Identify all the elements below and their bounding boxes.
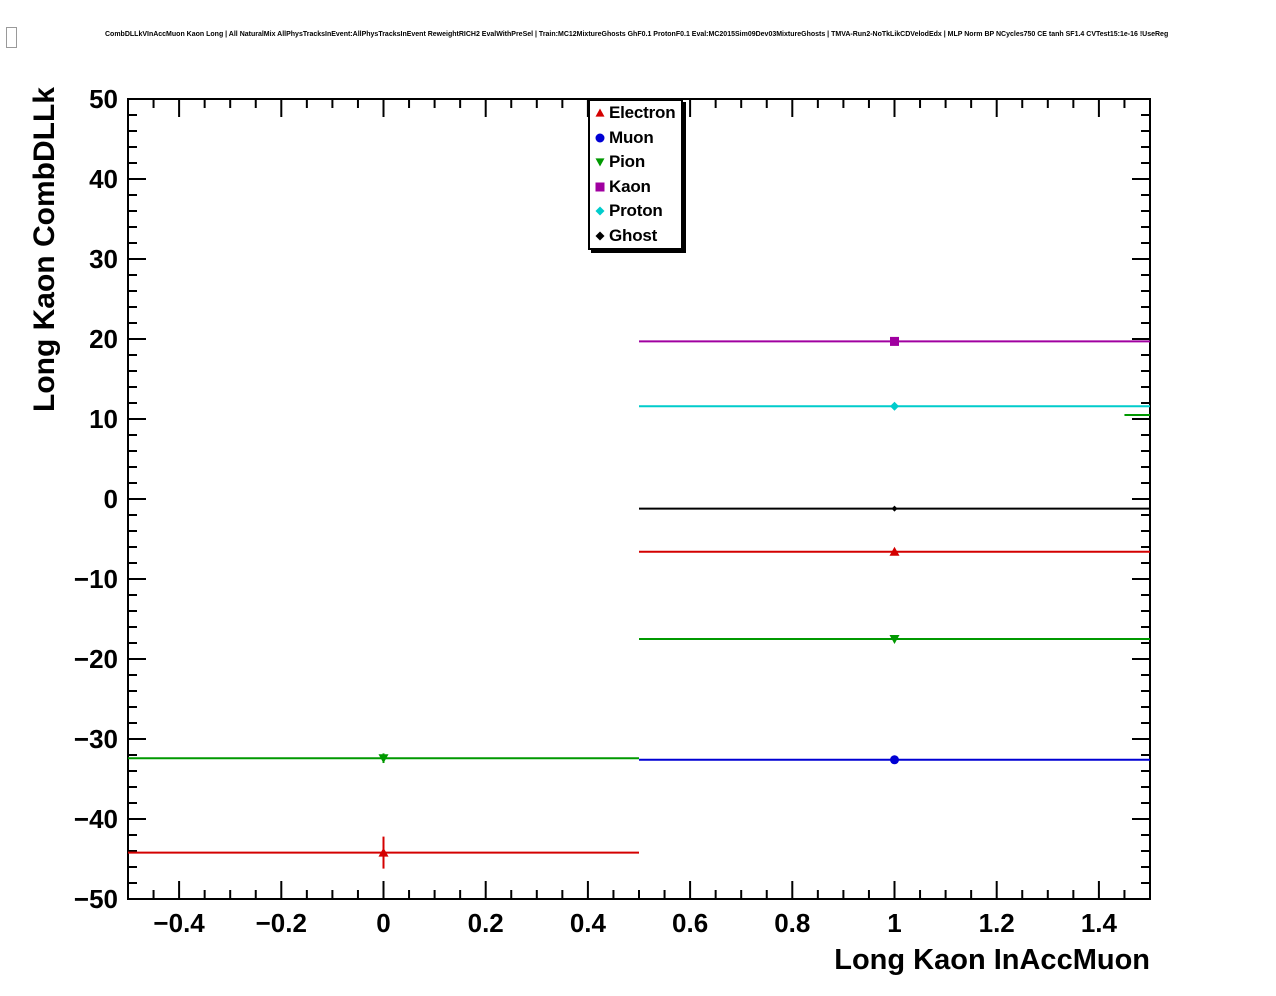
legend-entry-pion: Pion xyxy=(590,150,681,175)
corner-box xyxy=(6,27,17,48)
y-tick-label: −40 xyxy=(74,804,118,834)
ghost-legend-marker-icon xyxy=(595,231,605,241)
y-tick-label: −10 xyxy=(74,564,118,594)
legend-label: Electron xyxy=(609,103,676,123)
y-tick-label: 0 xyxy=(104,484,118,514)
plot-title: CombDLLkVInAccMuon Kaon Long | All Natur… xyxy=(105,31,1169,38)
x-tick-label: 0.8 xyxy=(774,908,810,938)
electron-marker-icon xyxy=(378,847,389,857)
ghost-marker-icon xyxy=(891,505,898,512)
series-electron xyxy=(128,546,1150,869)
legend-label: Muon xyxy=(609,127,654,147)
y-tick-label: 40 xyxy=(89,164,118,194)
series-kaon xyxy=(639,336,1150,346)
y-tick-label: 10 xyxy=(89,404,118,434)
y-tick-label: −30 xyxy=(74,724,118,754)
kaon-marker-icon xyxy=(890,336,899,346)
pion-marker-icon xyxy=(378,754,389,764)
x-tick-label: 1.2 xyxy=(979,908,1015,938)
proton-marker-icon xyxy=(890,401,899,411)
electron-marker-icon xyxy=(889,546,900,556)
y-tick-label: −50 xyxy=(74,884,118,914)
x-tick-label: 0 xyxy=(376,908,390,938)
x-tick-label: 1 xyxy=(887,908,901,938)
series-ghost xyxy=(639,505,1150,512)
x-tick-label: −0.2 xyxy=(256,908,307,938)
muon-legend-marker-icon xyxy=(595,133,605,143)
pion-marker-icon xyxy=(889,635,900,644)
legend-entry-kaon: Kaon xyxy=(590,175,681,200)
y-axis-title: Long Kaon CombDLLk xyxy=(28,87,61,412)
legend: Electron Muon Pion Kaon Proton Ghost xyxy=(588,99,683,250)
electron-legend-marker-icon xyxy=(595,108,605,117)
x-tick-label: 0.2 xyxy=(468,908,504,938)
legend-entry-muon: Muon xyxy=(590,126,681,151)
proton-legend-marker-icon xyxy=(595,206,605,216)
y-tick-label: 30 xyxy=(89,244,118,274)
x-tick-label: 0.4 xyxy=(570,908,607,938)
x-tick-label: 0.6 xyxy=(672,908,708,938)
y-tick-label: −20 xyxy=(74,644,118,674)
x-tick-label: 1.4 xyxy=(1081,908,1118,938)
legend-label: Kaon xyxy=(609,176,651,196)
x-tick-label: −0.4 xyxy=(153,908,205,938)
y-tick-label: 50 xyxy=(89,84,118,114)
legend-label: Proton xyxy=(609,201,663,221)
x-axis-title: Long Kaon InAccMuon xyxy=(834,944,1150,976)
y-tick-label: 20 xyxy=(89,324,118,354)
axes: 50 40 30 20 10 0 −10 −20 −30 −40 −50 −0.4 −0.2 0 0.2 0.… xyxy=(74,84,1150,938)
series-muon xyxy=(639,755,1150,765)
series-proton xyxy=(639,401,1150,411)
legend-entry-proton: Proton xyxy=(590,199,681,224)
legend-entry-ghost: Ghost xyxy=(590,224,681,249)
legend-label: Ghost xyxy=(609,225,658,245)
legend-label: Pion xyxy=(609,152,646,172)
kaon-legend-marker-icon xyxy=(595,182,605,192)
legend-entry-electron: Electron xyxy=(590,101,681,126)
pion-legend-marker-icon xyxy=(595,158,605,167)
muon-marker-icon xyxy=(890,755,899,765)
series-pion xyxy=(128,635,1150,764)
